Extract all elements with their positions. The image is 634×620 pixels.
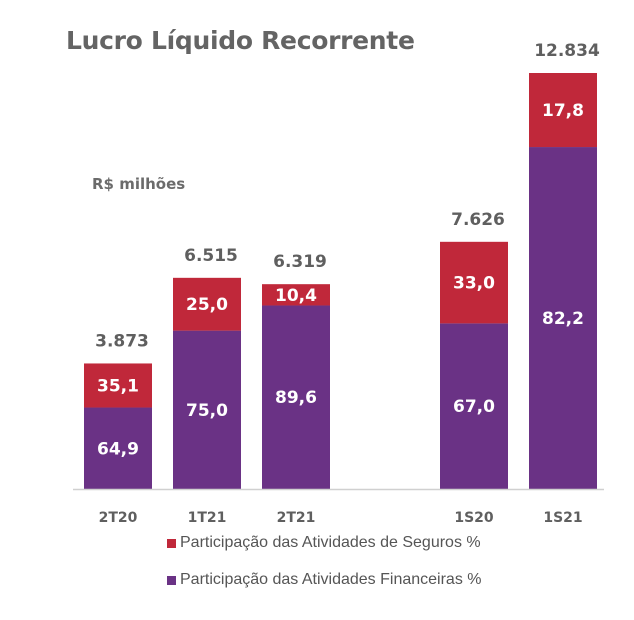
legend-item-financeiras: Participação das Atividades Financeiras …	[167, 571, 482, 589]
data-label-seguros: 25,0	[186, 295, 228, 315]
data-label-financeiras: 67,0	[453, 397, 495, 417]
data-label-seguros: 35,1	[97, 376, 139, 396]
bar-segment-financeiras	[529, 147, 597, 489]
bar-segment-seguros	[440, 241, 508, 324]
data-label-financeiras: 89,6	[275, 388, 317, 408]
data-label-financeiras: 64,9	[97, 439, 139, 459]
legend-item-seguros: Participação das Atividades de Seguros %	[167, 534, 481, 552]
total-label: 7.626	[451, 210, 505, 230]
total-label: 6.319	[273, 252, 327, 272]
legend-swatch-financeiras	[167, 575, 176, 585]
unit-label: R$ milhões	[92, 175, 186, 193]
data-label-financeiras: 75,0	[186, 401, 228, 421]
bar-segment-financeiras	[262, 305, 330, 489]
category-label: 1T21	[188, 510, 227, 526]
bar-segment-seguros	[84, 363, 152, 408]
category-label: 1S21	[543, 510, 582, 526]
legend-label-financeiras: Participação das Atividades Financeiras …	[180, 571, 482, 588]
category-label: 2T20	[99, 510, 138, 526]
bar-segment-financeiras	[173, 330, 241, 489]
bar-segment-financeiras	[84, 407, 152, 489]
legend-swatch-seguros	[167, 538, 176, 548]
data-label-seguros: 17,8	[542, 101, 584, 121]
legend-label-seguros: Participação das Atividades de Seguros %	[180, 534, 481, 551]
chart-title: Lucro Líquido Recorrente	[66, 26, 415, 55]
category-label: 1S20	[454, 510, 494, 526]
total-label: 12.834	[534, 41, 600, 61]
bar-segment-seguros	[262, 284, 330, 306]
data-label-seguros: 33,0	[453, 274, 495, 294]
bar-segment-seguros	[173, 277, 241, 331]
bar-segment-seguros	[529, 73, 597, 148]
data-label-financeiras: 82,2	[542, 309, 584, 329]
category-label: 2T21	[277, 510, 316, 526]
bar-segment-financeiras	[440, 323, 508, 489]
data-label-seguros: 10,4	[275, 286, 317, 306]
total-label: 3.873	[95, 331, 149, 351]
total-label: 6.515	[184, 246, 238, 266]
